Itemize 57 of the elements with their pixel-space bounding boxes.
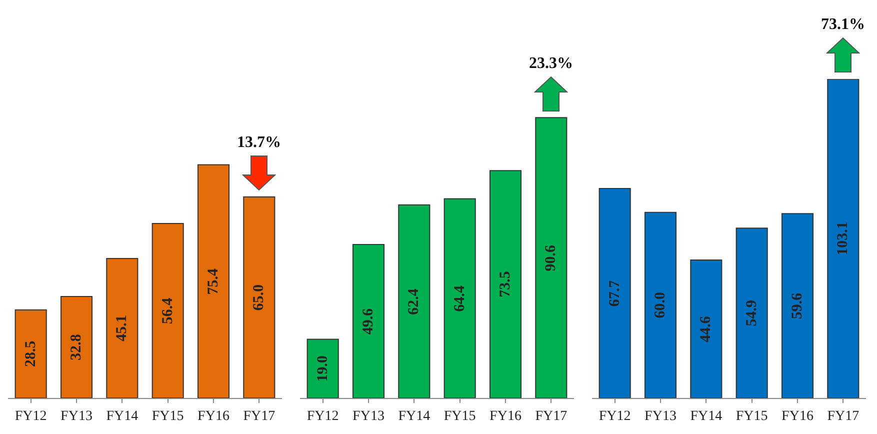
x-tick-label: FY17 [535, 408, 568, 424]
x-tick-label: FY12 [306, 408, 339, 424]
annotation: 13.7% [237, 134, 281, 151]
bar [398, 204, 430, 398]
bar [14, 309, 47, 398]
bar [598, 188, 631, 398]
data-label: 75.4 [206, 268, 222, 295]
bar [644, 212, 677, 398]
data-label: 28.5 [22, 340, 39, 368]
x-tick-label: FY12 [14, 408, 47, 424]
bar [60, 296, 93, 398]
bar [152, 222, 184, 398]
x-tick-label: FY12 [598, 408, 631, 424]
data-label: 65.0 [251, 284, 268, 311]
bar [781, 213, 814, 398]
x-tick-label: FY16 [782, 408, 814, 424]
data-label: 32.8 [68, 334, 84, 360]
x-tick-label: FY13 [352, 408, 384, 424]
annotation: 73.1% [821, 16, 865, 33]
bar [352, 244, 385, 398]
bar [690, 260, 722, 398]
data-label: 19.0 [314, 355, 331, 382]
bar [243, 196, 276, 398]
x-tick-label: FY16 [490, 408, 522, 424]
data-label: 103.1 [835, 222, 852, 256]
x-tick-label: FY13 [644, 408, 676, 424]
x-tick-label: FY14 [106, 408, 138, 424]
x-tick-label: FY15 [444, 408, 476, 424]
bar [106, 258, 138, 398]
x-tick-label: FY17 [243, 408, 276, 424]
bar [489, 170, 522, 398]
x-tick-label: FY13 [60, 408, 92, 424]
bar [827, 79, 860, 398]
x-tick-label: FY15 [736, 408, 768, 424]
x-tick-label: FY17 [827, 408, 860, 424]
data-label: 67.7 [606, 280, 623, 307]
bar [535, 117, 568, 398]
x-tick-label: FY14 [398, 408, 430, 424]
x-tick-label: FY15 [152, 408, 184, 424]
data-label: 44.6 [698, 316, 714, 342]
x-tick-label: FY16 [198, 408, 230, 424]
data-label: 49.6 [360, 308, 376, 335]
data-label: 60.0 [652, 292, 668, 318]
data-label: 64.4 [452, 284, 468, 312]
bar [736, 228, 768, 398]
data-label: 62.4 [406, 288, 422, 315]
annotation: 23.3% [529, 55, 573, 72]
bar [306, 338, 339, 398]
bar [444, 198, 476, 398]
data-label: 56.4 [160, 297, 176, 324]
data-label: 45.1 [114, 315, 130, 342]
data-label: 73.5 [498, 271, 514, 298]
bar [197, 164, 230, 398]
x-tick-label: FY14 [690, 408, 722, 424]
data-label: 59.6 [790, 292, 806, 320]
data-label: 90.6 [543, 244, 560, 272]
data-label: 54.9 [744, 300, 760, 326]
